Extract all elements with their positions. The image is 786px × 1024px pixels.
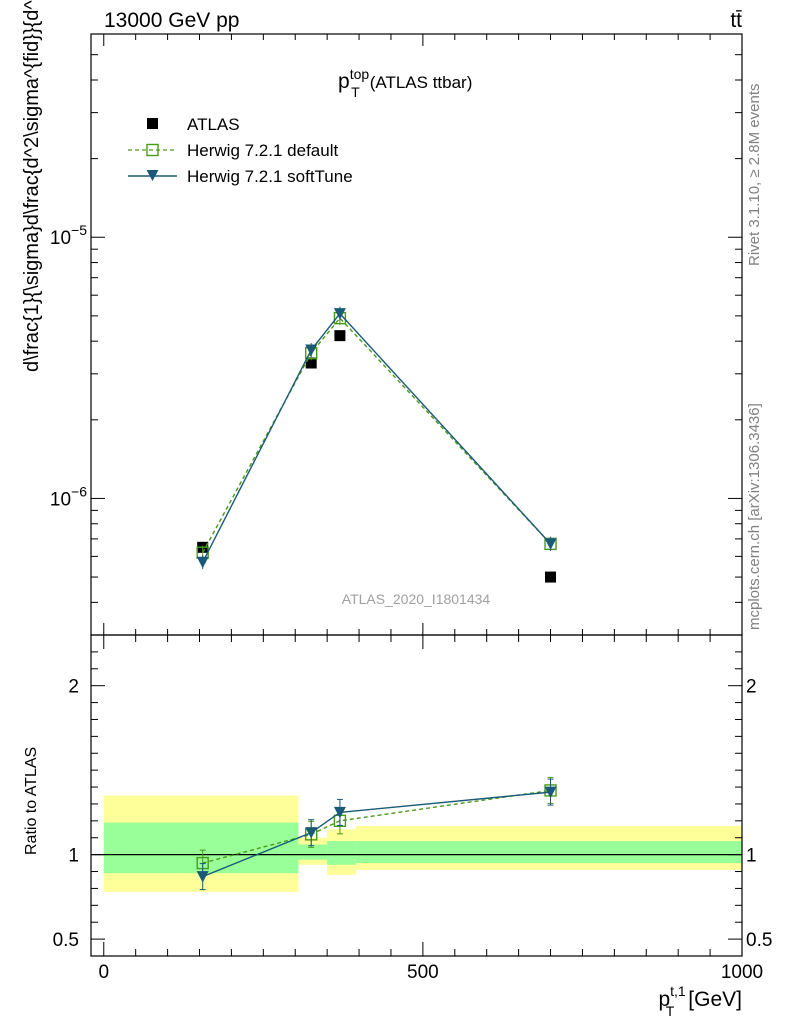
herwig-softtune-point: [305, 344, 318, 357]
atlas-data-point: [334, 330, 346, 342]
series-atlas: [197, 330, 557, 583]
series-line: [202, 317, 552, 553]
x-tick-label: 500: [407, 962, 439, 983]
legend-atlas-marker: [147, 118, 158, 129]
x-axis-label: pt,1 T [GeV]: [658, 983, 742, 1019]
legend: ATLAS Herwig 7.2.1 default Herwig 7.2.1 …: [128, 115, 353, 186]
main-plot-series: [196, 306, 557, 583]
herwig-softtune-point: [333, 806, 346, 819]
herwig-softtune-point: [544, 786, 557, 799]
energy-label: 13000 GeV pp: [104, 9, 239, 32]
main-axis-ticks: 10−6 10−5: [50, 34, 743, 636]
legend-softtune-marker: [146, 170, 159, 181]
x-tick-label: 1000: [721, 962, 763, 983]
x-tick-label: 0: [98, 962, 109, 983]
rivet-version-label: Rivet 3.1.10, ≥ 2.8M events: [746, 83, 763, 267]
herwig-softtune-point: [196, 556, 209, 569]
plot-title-rest: (ATLAS ttbar): [370, 73, 473, 92]
plot-title-p: p: [338, 70, 350, 93]
x-axis-label-sub: T: [666, 1003, 675, 1019]
ratio-band-green: [355, 841, 742, 864]
plot-title: ptop T (ATLAS ttbar): [338, 66, 472, 100]
ratio-series-herwig-7-2-1-softtune: [196, 778, 557, 891]
series-line: [202, 312, 552, 563]
ratio-band-green: [298, 844, 328, 860]
plot-title-sub: T: [351, 84, 360, 100]
ratio-y-tick-label-right: 0.5: [746, 930, 772, 951]
x-axis-label-unit: [GeV]: [688, 988, 742, 1011]
atlas-data-point: [305, 357, 317, 369]
x-axis-label-p: p: [658, 988, 670, 1011]
herwig-softtune-point: [196, 871, 209, 883]
main-y-axis-label: d\frac{1}{\sigma}d\frac{d^2\sigma^{fid}}…: [21, 0, 43, 372]
process-label: tt̄: [730, 9, 742, 32]
herwig-softtune-point: [305, 827, 318, 839]
series-herwig-7-2-1-default: [196, 311, 557, 560]
ratio-band-green: [103, 822, 299, 874]
ratio-band-green: [327, 841, 356, 865]
plot-title-sup: top: [350, 66, 370, 82]
x-axis-label-sup: t,1: [670, 983, 686, 999]
legend-atlas-label: ATLAS: [187, 115, 240, 134]
herwig-softtune-point: [333, 308, 346, 320]
ratio-series-line: [202, 789, 551, 864]
ratio-axis-ticks: 0.5 0.5 1 1 2 2 0 500 1000: [53, 635, 772, 983]
ratio-plot-series: [196, 776, 557, 891]
main-y-tick-label: 10−6: [50, 483, 87, 510]
ratio-uncertainty-bands: [103, 795, 742, 892]
ratio-y-tick-label: 1: [68, 846, 79, 867]
main-y-tick-label: 10−5: [50, 222, 87, 249]
analysis-watermark: ATLAS_2020_I1801434: [342, 591, 491, 607]
legend-softtune-label: Herwig 7.2.1 softTune: [187, 167, 353, 186]
herwig-softtune-point: [544, 538, 557, 550]
legend-default-label: Herwig 7.2.1 default: [187, 141, 338, 160]
series-herwig-7-2-1-softtune: [196, 306, 557, 570]
ratio-y-tick-label: 2: [68, 677, 79, 698]
ratio-y-axis-label: Ratio to ATLAS: [23, 747, 40, 855]
ratio-y-tick-label-right: 2: [746, 677, 757, 698]
ratio-y-tick-label: 0.5: [53, 930, 79, 951]
atlas-data-point: [545, 571, 557, 583]
ratio-y-tick-label-right: 1: [746, 846, 757, 867]
ratio-plot-frame: [90, 634, 743, 957]
legend-default-marker: [146, 143, 159, 157]
source-reference-label: mcplots.cern.ch [arXiv:1306.3436]: [746, 403, 763, 630]
ratio-series-line: [202, 791, 551, 878]
